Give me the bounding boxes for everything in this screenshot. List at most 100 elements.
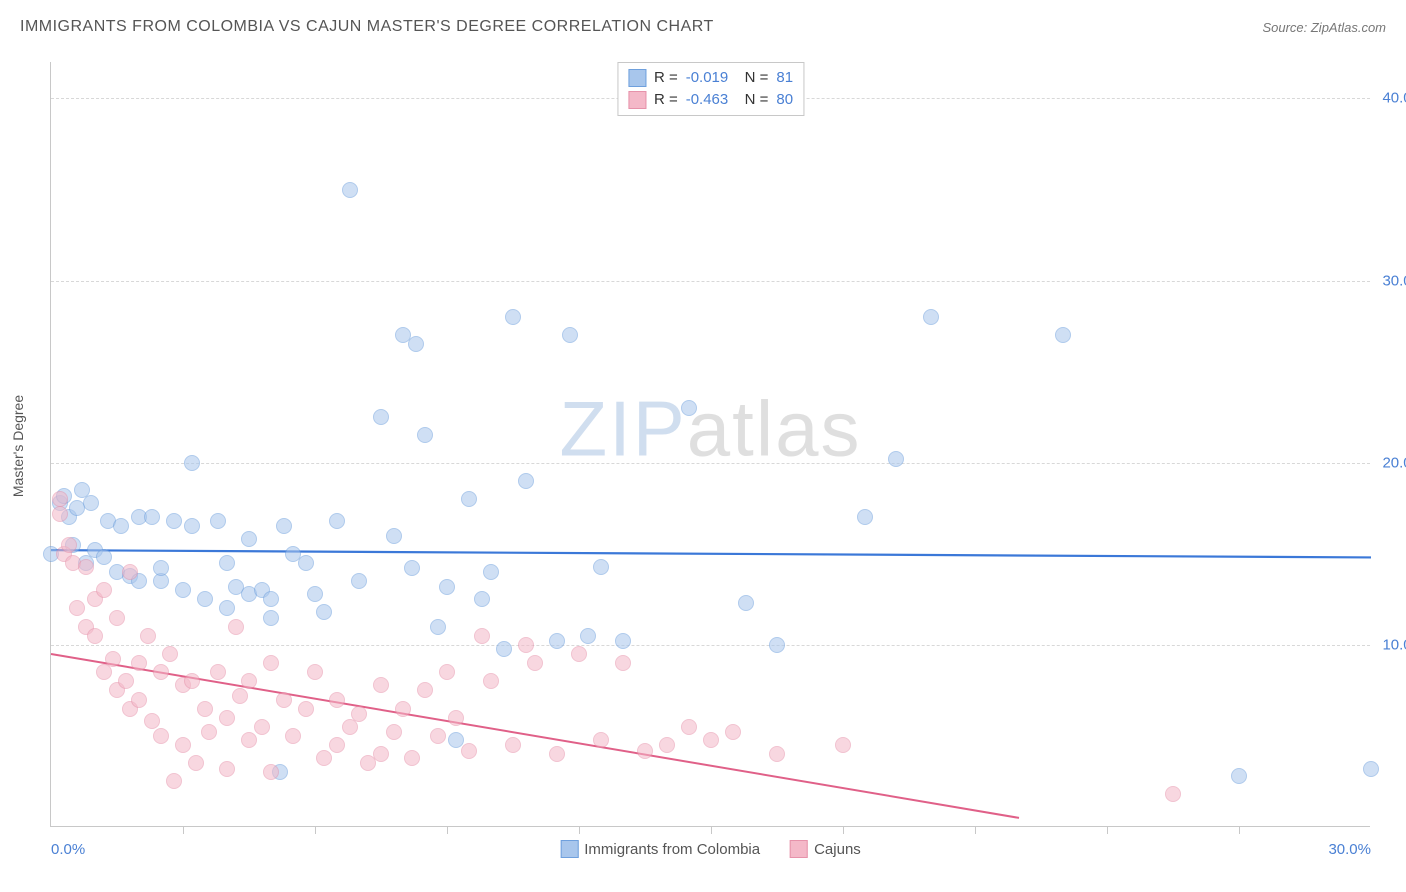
legend-n-label: N = <box>736 89 768 111</box>
data-point <box>83 495 99 511</box>
data-point <box>637 743 653 759</box>
data-point <box>210 513 226 529</box>
data-point <box>307 664 323 680</box>
data-point <box>483 673 499 689</box>
data-point <box>197 701 213 717</box>
data-point <box>417 427 433 443</box>
data-point <box>232 688 248 704</box>
x-tick <box>975 826 976 834</box>
data-point <box>263 655 279 671</box>
data-point <box>166 513 182 529</box>
data-point <box>219 710 235 726</box>
data-point <box>219 600 235 616</box>
data-point <box>131 655 147 671</box>
legend-series-label: Immigrants from Colombia <box>584 841 760 858</box>
data-point <box>835 737 851 753</box>
data-point <box>769 746 785 762</box>
data-point <box>448 710 464 726</box>
data-point <box>1165 786 1181 802</box>
data-point <box>316 750 332 766</box>
legend-r-label: R = <box>654 67 678 89</box>
data-point <box>184 518 200 534</box>
data-point <box>386 724 402 740</box>
data-point <box>188 755 204 771</box>
data-point <box>342 182 358 198</box>
data-point <box>408 336 424 352</box>
data-point <box>241 732 257 748</box>
x-tick <box>1107 826 1108 834</box>
data-point <box>725 724 741 740</box>
data-point <box>184 455 200 471</box>
y-tick-label: 40.0% <box>1382 90 1406 107</box>
data-point <box>219 761 235 777</box>
data-point <box>69 600 85 616</box>
data-point <box>329 737 345 753</box>
legend-swatch <box>560 840 578 858</box>
data-point <box>52 506 68 522</box>
data-point <box>298 555 314 571</box>
data-point <box>580 628 596 644</box>
data-point <box>329 513 345 529</box>
data-point <box>373 409 389 425</box>
data-point <box>307 586 323 602</box>
data-point <box>113 518 129 534</box>
data-point <box>461 743 477 759</box>
data-point <box>285 728 301 744</box>
data-point <box>1363 761 1379 777</box>
trend-svg <box>51 62 1370 826</box>
data-point <box>140 628 156 644</box>
x-tick <box>447 826 448 834</box>
data-point <box>219 555 235 571</box>
x-tick <box>183 826 184 834</box>
data-point <box>61 537 77 553</box>
data-point <box>527 655 543 671</box>
data-point <box>923 309 939 325</box>
data-point <box>461 491 477 507</box>
data-point <box>549 633 565 649</box>
data-point <box>351 706 367 722</box>
data-point <box>483 564 499 580</box>
data-point <box>430 619 446 635</box>
data-point <box>430 728 446 744</box>
data-point <box>373 746 389 762</box>
y-axis-label: Master's Degree <box>10 395 26 497</box>
data-point <box>681 400 697 416</box>
legend-n-value: 81 <box>776 67 793 89</box>
data-point <box>395 701 411 717</box>
gridline <box>51 645 1370 646</box>
data-point <box>184 673 200 689</box>
source-label: Source: ZipAtlas.com <box>1262 20 1386 35</box>
data-point <box>659 737 675 753</box>
data-point <box>166 773 182 789</box>
y-tick-label: 10.0% <box>1382 636 1406 653</box>
watermark: ZIPatlas <box>559 383 861 474</box>
data-point <box>153 728 169 744</box>
data-point <box>738 595 754 611</box>
data-point <box>549 746 565 762</box>
data-point <box>96 582 112 598</box>
legend-r-label: R = <box>654 89 678 111</box>
data-point <box>1231 768 1247 784</box>
legend-swatch <box>628 69 646 87</box>
legend-series: Immigrants from ColombiaCajuns <box>560 840 861 858</box>
legend-swatch <box>628 91 646 109</box>
y-tick-label: 30.0% <box>1382 272 1406 289</box>
legend-n-value: 80 <box>776 89 793 111</box>
data-point <box>175 737 191 753</box>
data-point <box>518 637 534 653</box>
data-point <box>615 633 631 649</box>
data-point <box>241 531 257 547</box>
data-point <box>681 719 697 735</box>
data-point <box>505 309 521 325</box>
legend-r-value: -0.463 <box>686 89 729 111</box>
data-point <box>153 664 169 680</box>
data-point <box>373 677 389 693</box>
data-point <box>87 628 103 644</box>
data-point <box>505 737 521 753</box>
data-point <box>276 692 292 708</box>
data-point <box>404 560 420 576</box>
legend-series-item: Immigrants from Colombia <box>560 840 760 858</box>
data-point <box>593 732 609 748</box>
data-point <box>351 573 367 589</box>
data-point <box>109 610 125 626</box>
